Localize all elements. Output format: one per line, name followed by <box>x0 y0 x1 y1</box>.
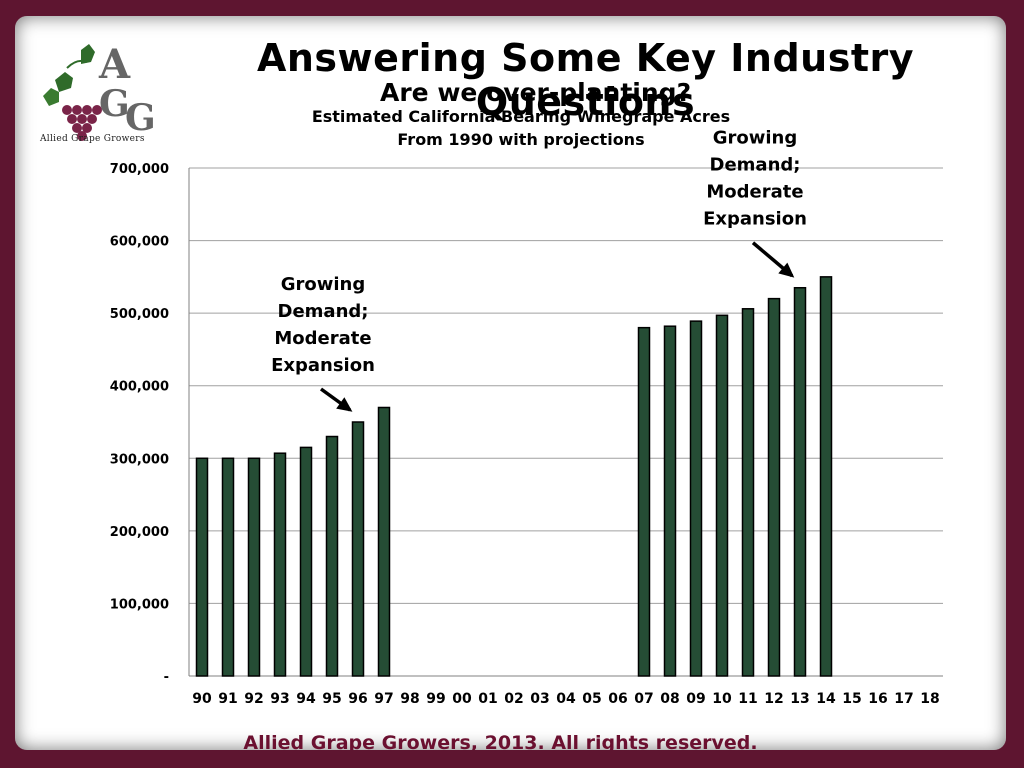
y-tick-label: 700,000 <box>110 162 169 177</box>
annotation-text: Demand; <box>278 301 369 322</box>
x-tick-label: 17 <box>894 691 913 707</box>
x-tick-label: 99 <box>426 691 445 707</box>
bar-13 <box>793 286 807 677</box>
x-tick-label: 09 <box>686 691 705 707</box>
bar-chart: - 100,000 200,000 300,000 400,000 500,000 600,… <box>110 107 943 707</box>
copyright-footer: Allied Grape Growers, 2013. All rights r… <box>243 732 758 750</box>
annotation-text: Expansion <box>703 209 807 230</box>
annotation-text: Moderate <box>706 182 803 203</box>
bar-11 <box>741 308 755 677</box>
annotation-text: Demand; <box>710 155 801 176</box>
y-tick-label: 200,000 <box>110 525 169 540</box>
x-tick-label: 96 <box>348 691 367 707</box>
y-tick-label: - <box>164 670 169 685</box>
bar-96 <box>351 421 365 677</box>
x-tick-label: 93 <box>270 691 289 707</box>
bar-09 <box>689 320 703 677</box>
x-tick-label: 04 <box>556 691 576 707</box>
logo-caption: Allied Grape Growers <box>40 134 145 144</box>
x-tick-label: 01 <box>478 691 497 707</box>
annotation-text: Growing <box>281 274 366 295</box>
x-tick-label: 13 <box>790 691 809 707</box>
x-tick-label: 15 <box>842 691 861 707</box>
bar-10 <box>715 314 729 677</box>
bar-08 <box>663 325 677 677</box>
x-tick-label: 95 <box>322 691 341 707</box>
x-tick-label: 98 <box>400 691 419 707</box>
bar-95 <box>325 435 339 677</box>
x-tick-label: 18 <box>920 691 939 707</box>
x-tick-label: 94 <box>296 691 316 707</box>
y-tick-label: 400,000 <box>110 380 169 395</box>
annotation-text: Expansion <box>271 355 375 376</box>
y-tick-label: 600,000 <box>110 235 169 250</box>
slide-subtitle: Are we over-planting? <box>380 78 692 107</box>
x-tick-label: 16 <box>868 691 887 707</box>
x-tick-label: 97 <box>374 691 393 707</box>
bar-93 <box>273 452 287 677</box>
bar-97 <box>377 406 391 677</box>
x-tick-label: 14 <box>816 691 836 707</box>
x-tick-label: 90 <box>192 691 212 707</box>
arrowhead-icon <box>336 397 353 412</box>
y-tick-label: 500,000 <box>110 307 169 322</box>
slide-title: Answering Some Key Industry Questions <box>256 36 915 124</box>
logo-letter-g2: G <box>125 97 156 139</box>
bar-92 <box>247 457 261 677</box>
bar-14 <box>819 276 833 677</box>
x-tick-label: 02 <box>504 691 523 707</box>
bar-94 <box>299 446 313 677</box>
x-tick-label: 10 <box>712 691 732 707</box>
bar-12 <box>767 297 781 677</box>
grape-leaf-icon <box>81 44 95 64</box>
x-tick-label: 91 <box>218 691 237 707</box>
slide: Answering Some Key Industry Questions Ar… <box>15 16 1006 750</box>
grape-cluster-icon <box>62 105 102 141</box>
y-tick-label: 300,000 <box>110 452 169 467</box>
chart-title-line: From 1990 with projections <box>397 130 644 149</box>
logo-letter-a: A <box>98 41 131 88</box>
x-tick-label: 06 <box>608 691 627 707</box>
x-tick-label: 03 <box>530 691 549 707</box>
arrowhead-icon <box>778 262 795 278</box>
x-tick-label: 00 <box>452 691 472 707</box>
x-tick-label: 07 <box>634 691 653 707</box>
bar-07 <box>637 326 651 677</box>
x-tick-label: 08 <box>660 691 679 707</box>
x-tick-label: 92 <box>244 691 263 707</box>
y-tick-label: 100,000 <box>110 597 169 612</box>
logo-letter-g1: G <box>99 83 130 125</box>
x-tick-label: 11 <box>738 691 757 707</box>
allied-grape-growers-logo: A G G <box>43 41 156 141</box>
bar-91 <box>221 457 235 677</box>
annotation-text: Growing <box>713 128 798 149</box>
chart-title-line: Estimated California Bearing Winegrape A… <box>312 107 730 126</box>
x-tick-label: 05 <box>582 691 601 707</box>
annotation-text: Moderate <box>274 328 371 349</box>
bar-90 <box>195 457 209 677</box>
x-tick-label: 12 <box>764 691 783 707</box>
